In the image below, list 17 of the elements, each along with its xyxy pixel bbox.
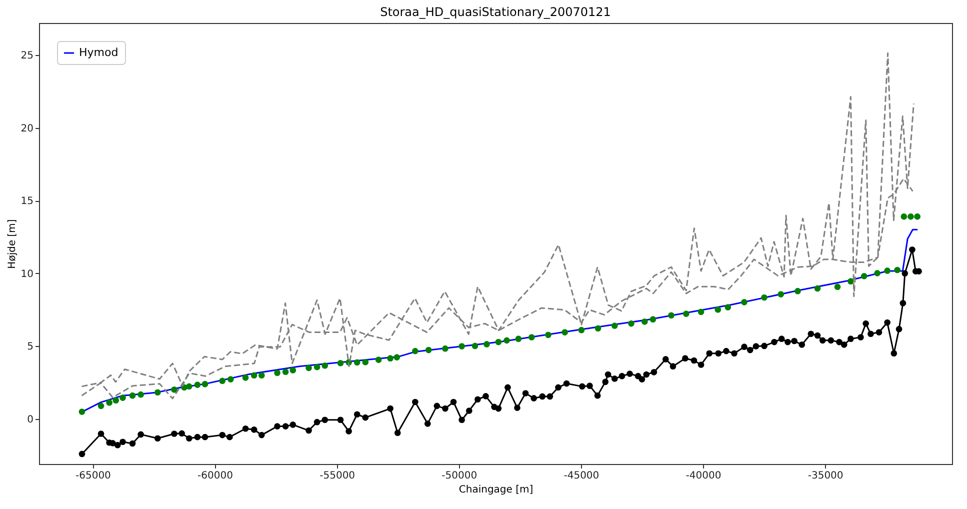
x-tick-label: -55000	[320, 470, 356, 482]
legend-label: Hymod	[79, 46, 118, 59]
y-tick-label: 10	[20, 268, 34, 280]
x-tick-label: -65000	[75, 470, 111, 482]
x-tick-label: -60000	[198, 470, 233, 482]
y-axis-title: Højde [m]	[6, 219, 18, 269]
x-tick-label: -35000	[808, 470, 844, 482]
x-axis-title: Chaingage [m]	[458, 484, 534, 496]
y-tick-label: 20	[20, 123, 34, 134]
y-tick-label: 15	[20, 196, 34, 208]
y-tick-label: 0	[27, 414, 34, 426]
x-tick-label: -45000	[564, 470, 600, 482]
chart-title: Storaa_HD_quasiStationary_20070121	[380, 5, 611, 19]
y-tick-label: 25	[20, 50, 34, 62]
x-tick-label: -40000	[686, 470, 722, 482]
x-tick-label: -50000	[442, 470, 478, 482]
y-tick-label: 5	[27, 342, 34, 353]
